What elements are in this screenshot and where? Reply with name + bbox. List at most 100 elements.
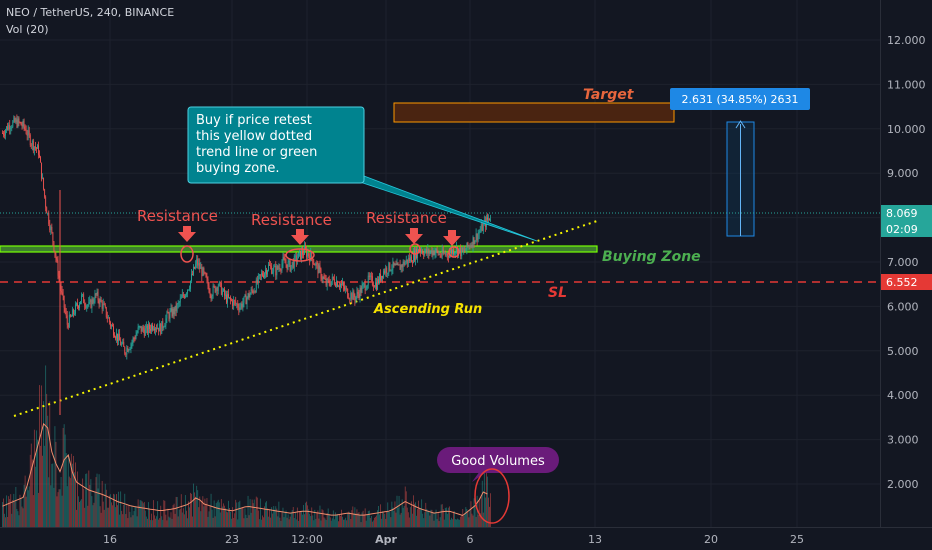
volume-bar — [331, 518, 333, 527]
volume-bar — [152, 520, 153, 527]
candle-body — [387, 272, 389, 274]
candle-body — [400, 264, 402, 270]
volume-bar — [308, 509, 310, 527]
candle-body — [108, 317, 110, 323]
candle-body — [372, 285, 374, 287]
candle-body — [184, 294, 186, 298]
candle-body — [316, 263, 318, 264]
volume-bar — [45, 365, 47, 527]
volume-bar — [311, 507, 313, 527]
volume-bar — [125, 514, 127, 527]
stop-loss-label: SL — [548, 285, 567, 301]
candle-body — [32, 140, 34, 151]
volume-bar — [254, 509, 256, 527]
volume-bar — [368, 510, 370, 527]
volume-bar — [150, 520, 151, 527]
candle-body — [341, 284, 342, 285]
volume-bar — [209, 505, 211, 527]
volume-bar — [264, 506, 265, 527]
candle-body — [365, 288, 367, 291]
candle-body — [82, 294, 84, 296]
volume-bar — [244, 508, 246, 527]
volume-bar — [205, 504, 207, 527]
volume-bar — [469, 510, 471, 527]
candle-body — [459, 247, 461, 250]
candle-body — [272, 271, 274, 274]
candle-body — [94, 293, 96, 303]
candle-body — [130, 344, 132, 349]
candle-body — [18, 118, 20, 123]
candle-body — [84, 303, 86, 306]
candle-body — [206, 277, 208, 280]
candle-body — [155, 328, 156, 331]
volume-bar — [218, 502, 220, 527]
volume-bar — [75, 462, 76, 527]
volume-bar — [427, 510, 429, 527]
resistance-circle — [409, 243, 421, 255]
volume-bar — [25, 496, 27, 527]
volume-bar — [119, 514, 121, 527]
volume-bar — [63, 424, 65, 527]
candle-body — [21, 125, 23, 127]
candle-body — [405, 259, 407, 263]
candle-body — [53, 241, 55, 251]
candle-body — [98, 300, 100, 305]
volume-bar — [463, 515, 465, 527]
volume-bar — [376, 515, 377, 527]
volume-indicator-label[interactable]: Vol (20) — [6, 23, 49, 36]
volume-bar — [170, 512, 172, 527]
volume-bar — [198, 507, 200, 527]
candle-body — [425, 249, 427, 252]
candle-body — [34, 146, 36, 148]
candle-body — [203, 268, 205, 273]
volume-bar — [259, 498, 261, 527]
volume-bar — [154, 515, 155, 527]
candle-body — [473, 237, 475, 245]
volume-bar — [385, 518, 387, 527]
candle-body — [326, 279, 328, 286]
volume-bar — [451, 517, 452, 527]
volume-bar — [169, 517, 171, 527]
candle-body — [475, 233, 477, 241]
candle-body — [190, 280, 191, 289]
volume-bar — [433, 520, 435, 527]
volume-bar — [304, 514, 305, 527]
y-tick-label: 4.000 — [887, 389, 919, 402]
volume-bar — [355, 513, 357, 527]
volume-bar — [363, 514, 365, 527]
candle-body — [74, 313, 75, 315]
candle-body — [478, 232, 480, 234]
candle-body — [441, 249, 443, 257]
candle-body — [287, 262, 289, 270]
price-axis[interactable]: 12.00011.00010.0009.0008.0007.0006.0005.… — [887, 34, 926, 491]
volume-bar — [349, 512, 351, 527]
candle-body — [61, 290, 63, 293]
volume-bar — [83, 488, 85, 527]
candle-body — [274, 266, 276, 267]
volume-bar — [248, 515, 250, 527]
callout-text: Buy if price retest this yellow dotted t… — [196, 113, 322, 176]
candle-body — [418, 249, 419, 253]
candle-body — [486, 217, 488, 220]
volume-bar — [149, 509, 150, 527]
candle-body — [252, 290, 254, 293]
time-axis[interactable]: 16 23 12:00 Apr 6 13 20 25 — [103, 533, 804, 546]
volume-bar — [439, 517, 441, 527]
candle-body — [385, 268, 387, 274]
volume-bar — [429, 515, 431, 527]
volume-bar — [382, 511, 384, 527]
volume-bar — [122, 514, 124, 527]
x-tick-label: 16 — [103, 533, 117, 546]
volume-bar — [46, 393, 48, 527]
candle-body — [346, 288, 348, 290]
candle-body — [77, 303, 78, 307]
volume-bar — [337, 514, 338, 527]
candle-body — [65, 312, 67, 316]
candle-body — [236, 303, 238, 305]
candle-body — [364, 283, 366, 291]
candle-body — [102, 303, 104, 309]
candle-body — [264, 273, 265, 278]
volume-bar — [230, 511, 231, 527]
symbol-title[interactable]: NEO / TetherUS, 240, BINANCE — [6, 6, 175, 19]
